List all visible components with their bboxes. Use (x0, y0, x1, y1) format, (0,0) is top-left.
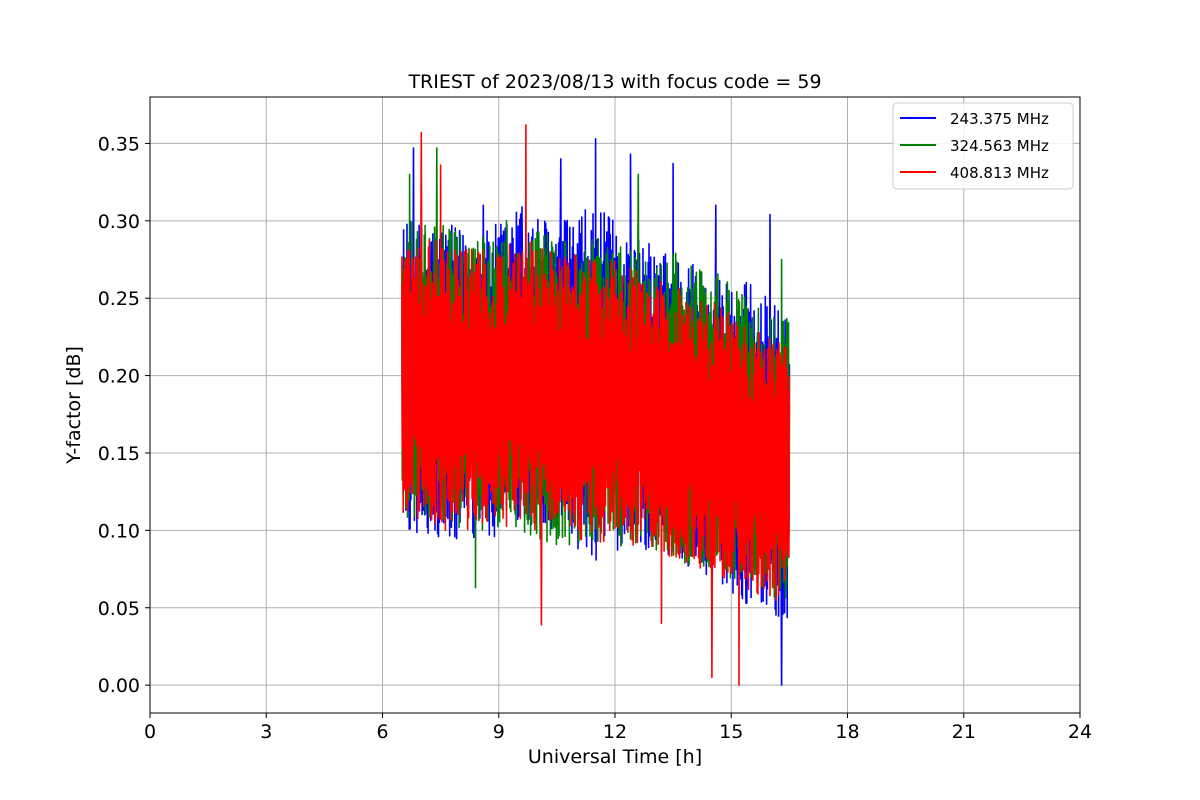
y-tick-label: 0.00 (98, 675, 140, 697)
series-line-408.813 (401, 124, 791, 686)
x-tick-label: 12 (603, 721, 627, 743)
y-tick-label: 0.05 (98, 598, 140, 620)
y-tick-label: 0.15 (98, 443, 140, 465)
x-tick-label: 15 (719, 721, 743, 743)
y-tick-label: 0.25 (98, 288, 140, 310)
y-axis-label: Y-factor [dB] (63, 346, 85, 465)
legend-label-243: 243.375 MHz (950, 110, 1049, 128)
ticks: 0 3 6 9 12 15 18 21 24 0.00 0.05 0.10 0.15 0.20 0.25 0.… (98, 133, 1092, 743)
chart-title: TRIEST of 2023/08/13 with focus code = 5… (407, 71, 821, 93)
x-tick-label: 21 (952, 721, 976, 743)
x-tick-label: 0 (144, 721, 156, 743)
x-tick-label: 3 (260, 721, 272, 743)
legend-label-408: 408.813 MHz (950, 164, 1049, 182)
x-axis-label: Universal Time [h] (528, 746, 702, 768)
y-tick-label: 0.20 (98, 366, 140, 388)
y-tick-label: 0.35 (98, 133, 140, 155)
legend-label-324: 324.563 MHz (950, 137, 1049, 155)
legend-box (892, 102, 1074, 190)
x-tick-label: 24 (1068, 721, 1092, 743)
x-tick-label: 18 (835, 721, 859, 743)
x-tick-label: 9 (493, 721, 505, 743)
series-group (401, 124, 791, 686)
legend: 243.375 MHz 324.563 MHz 408.813 MHz (892, 102, 1074, 190)
x-tick-label: 6 (376, 721, 388, 743)
y-tick-label: 0.10 (98, 520, 140, 542)
y-tick-label: 0.30 (98, 211, 140, 233)
